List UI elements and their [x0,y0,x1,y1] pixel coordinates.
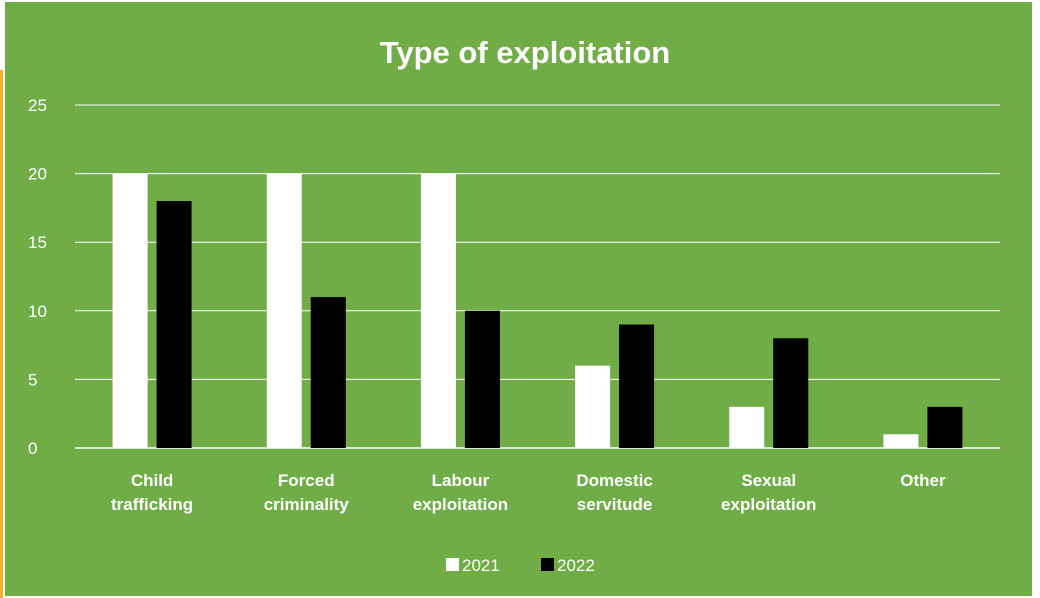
bar-2022-0 [156,201,192,448]
x-category-label: exploitation [721,495,816,514]
chart-title: Type of exploitation [380,35,671,70]
bars [112,173,963,448]
x-category-label: criminality [264,495,350,514]
x-category-label: Sexual [741,471,796,490]
bar-2022-2 [464,310,500,448]
left-accent-border [0,70,3,598]
bar-2021-5 [883,434,919,448]
bar-2021-2 [420,173,456,448]
x-category-label: Domestic [576,471,653,490]
bar-2022-1 [310,297,346,448]
legend-swatch-2021 [446,558,459,571]
y-tick-label: 5 [28,370,37,389]
x-category-label: Other [900,471,946,490]
x-axis-categories: Child trafficking Forced criminality Labour e… [111,471,946,514]
y-tick-label: 10 [28,302,47,321]
x-category-label: servitude [577,495,653,514]
x-category-label: trafficking [111,495,193,514]
legend-swatch-2022 [541,558,554,571]
bar-2021-3 [575,365,611,448]
y-tick-label: 15 [28,233,47,252]
bar-2022-3 [619,324,655,448]
bar-2022-4 [773,338,809,448]
legend: 2021 2022 [446,556,595,575]
y-tick-label: 20 [28,165,47,184]
legend-label-2022: 2022 [557,556,595,575]
y-tick-label: 25 [28,96,47,115]
gridlines [75,104,1000,449]
bar-2022-5 [927,406,963,448]
bar-2021-4 [729,406,765,448]
legend-label-2021: 2021 [462,556,500,575]
x-category-label: Child [131,471,174,490]
bar-2021-1 [266,173,302,448]
bar-2021-0 [112,173,148,448]
y-tick-label: 0 [28,439,37,458]
x-category-label: Forced [278,471,335,490]
x-category-label: exploitation [413,495,508,514]
x-category-label: Labour [432,471,490,490]
y-axis-ticks: 0 5 10 15 20 25 [28,96,47,458]
